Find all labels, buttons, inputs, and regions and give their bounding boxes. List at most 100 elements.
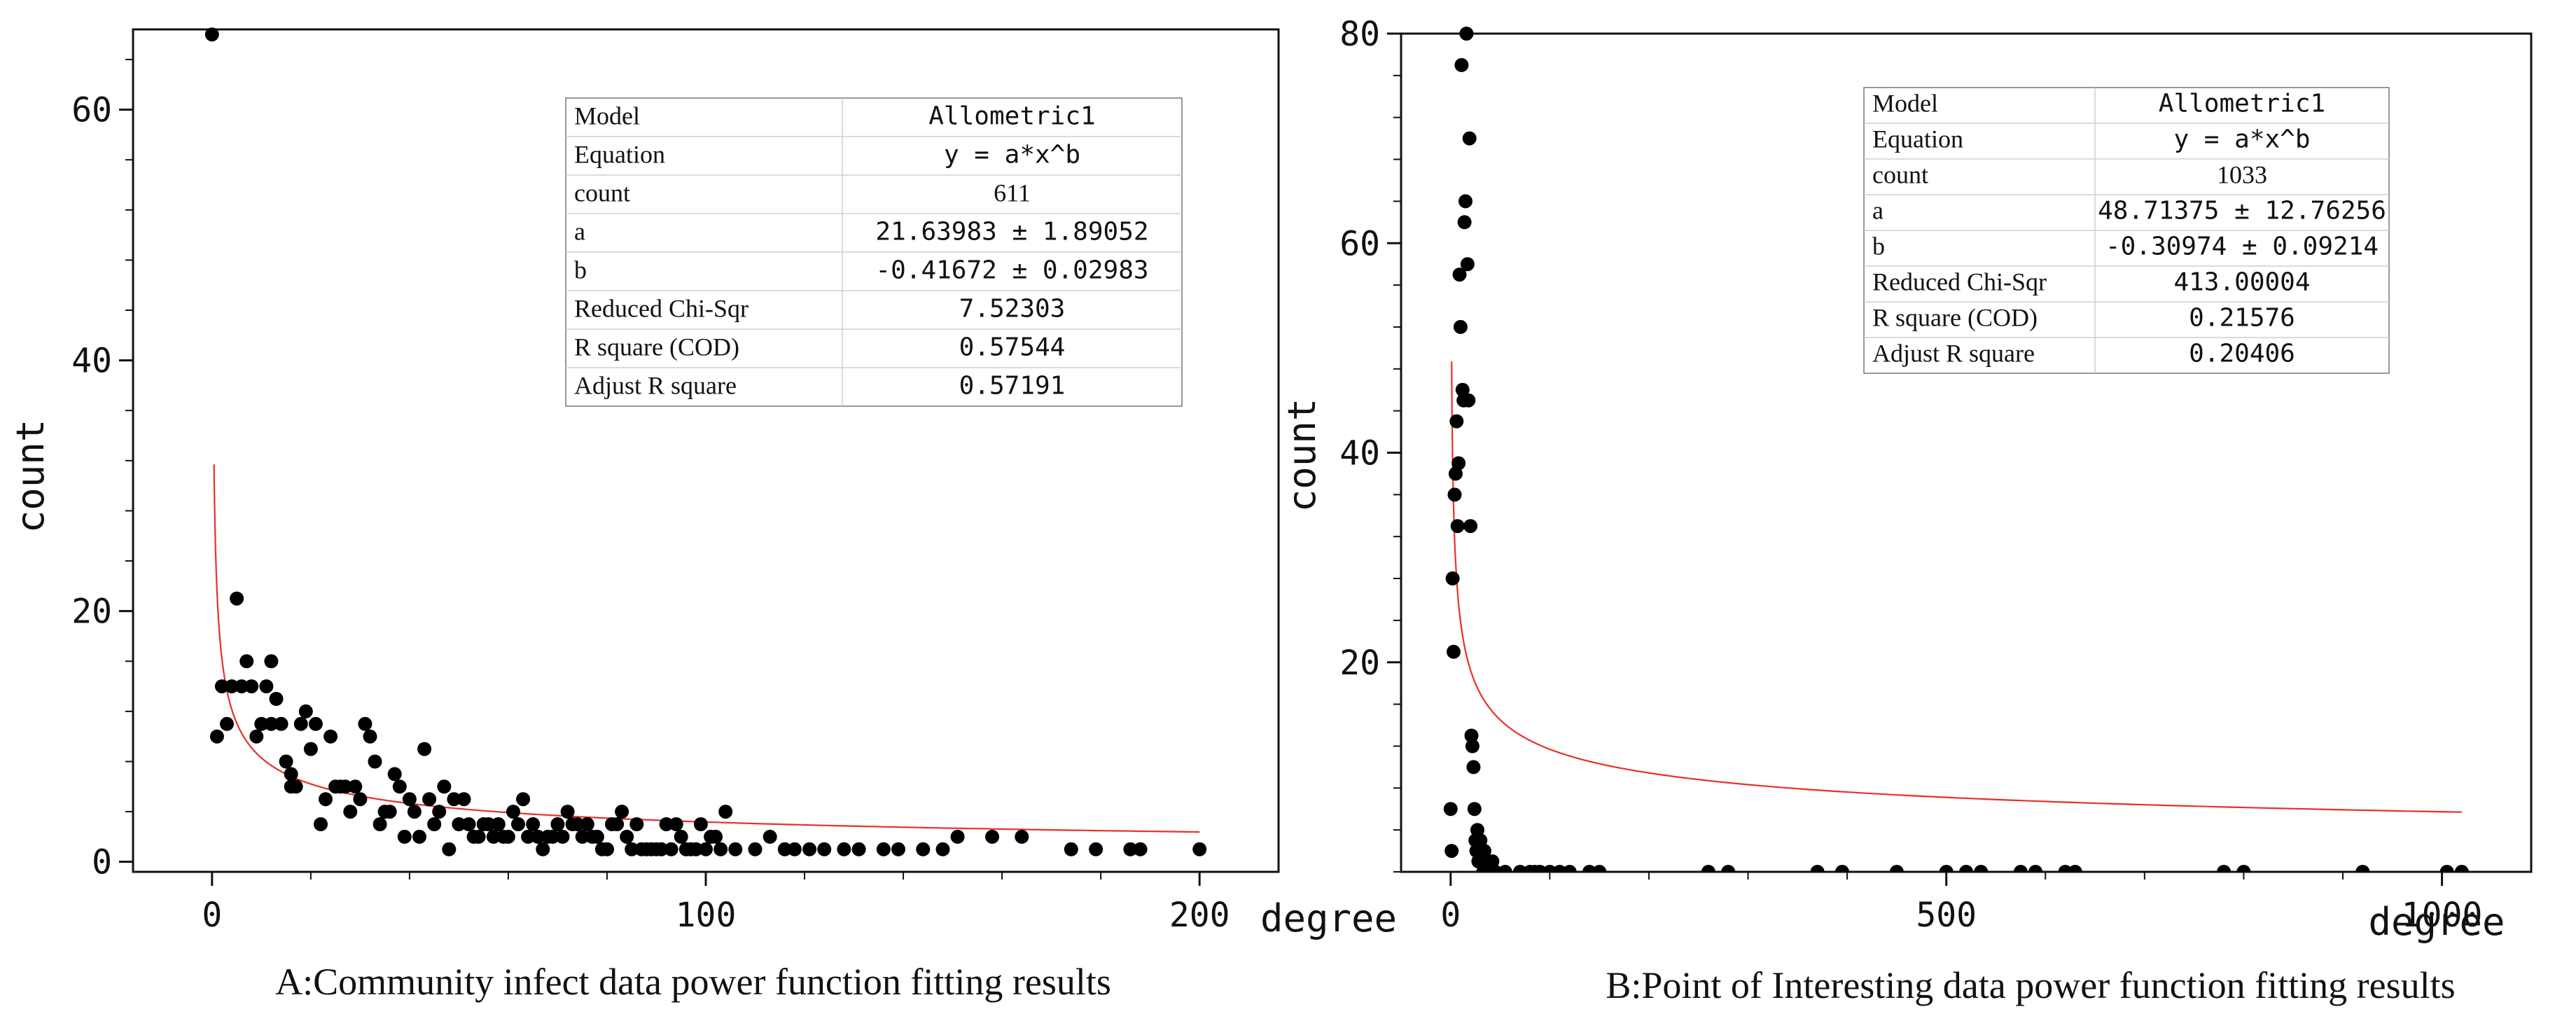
table-value: 611 <box>994 179 1031 207</box>
table-value: 0.57544 <box>959 333 1066 361</box>
data-point <box>674 829 688 844</box>
data-point <box>709 829 723 844</box>
data-point <box>1592 865 1607 872</box>
data-point <box>437 779 452 794</box>
table-value: y = a*x^b <box>944 140 1080 169</box>
data-point <box>2028 865 2043 872</box>
data-point <box>269 692 284 706</box>
table-value: Allometric1 <box>928 102 1095 130</box>
data-point <box>303 742 318 756</box>
data-point <box>412 829 426 844</box>
y-tick-label: 40 <box>1339 434 1380 473</box>
table-value: Allometric1 <box>2159 90 2325 118</box>
x-tick-label: 500 <box>1916 896 1977 935</box>
data-point <box>1123 842 1138 856</box>
data-point <box>1562 865 1577 872</box>
data-point <box>491 817 506 831</box>
data-point <box>402 792 417 807</box>
data-point <box>471 829 486 844</box>
data-point <box>1889 865 1904 872</box>
table-label: Equation <box>574 140 665 168</box>
data-point <box>713 842 728 856</box>
data-point <box>1455 382 1470 397</box>
data-point <box>1015 829 1029 844</box>
y-axis-title: count <box>8 419 53 534</box>
data-point <box>777 842 792 856</box>
data-point <box>1462 131 1477 146</box>
data-point <box>230 591 244 606</box>
x-axis-title: degree <box>2368 900 2505 944</box>
fit-curve <box>213 464 1200 833</box>
data-point <box>550 817 565 831</box>
data-point <box>531 829 545 844</box>
data-point <box>373 817 387 831</box>
data-point <box>891 842 905 856</box>
data-point <box>511 817 525 831</box>
table-label: Adjust R square <box>1872 340 2035 368</box>
data-point <box>392 779 407 794</box>
data-point <box>620 829 634 844</box>
data-point <box>457 792 471 807</box>
data-point <box>254 716 269 731</box>
y-tick-label: 60 <box>71 91 112 130</box>
data-point <box>1498 865 1512 872</box>
table-label: a <box>1872 197 1884 225</box>
table-value: 48.71375 ± 12.76256 <box>2098 197 2386 225</box>
data-point <box>580 817 594 831</box>
x-axis-title: degree <box>1260 896 1397 940</box>
data-point <box>323 729 338 744</box>
data-point <box>2355 865 2370 872</box>
data-point <box>486 829 501 844</box>
panel-b: 0 500 1000 20 40 60 80 degree count B:Point of In… <box>1280 15 2533 1006</box>
table-label: a <box>574 217 585 245</box>
data-point <box>2013 865 2028 872</box>
data-point <box>1460 257 1475 272</box>
data-point <box>669 817 683 831</box>
data-point <box>343 805 358 819</box>
data-point <box>353 792 368 807</box>
y-tick-label: 80 <box>1339 15 1380 54</box>
data-point <box>1459 27 1474 41</box>
data-point <box>501 829 515 844</box>
data-point <box>239 654 254 669</box>
data-point <box>417 742 432 756</box>
data-point <box>204 27 219 42</box>
y-tick-label: 20 <box>1339 644 1380 683</box>
data-point <box>536 842 550 856</box>
panel-caption: B:Point of Interesting data power functi… <box>1606 964 2455 1006</box>
data-point <box>338 779 353 794</box>
x-tick-label: 0 <box>1440 896 1461 935</box>
table-label: b <box>1872 232 1885 261</box>
x-tick-label: 1000 <box>2402 896 2483 935</box>
data-point <box>2439 865 2454 872</box>
data-point <box>1064 842 1078 856</box>
data-point <box>1450 519 1465 534</box>
data-point <box>264 654 279 669</box>
data-point <box>600 842 614 856</box>
data-point <box>447 792 461 807</box>
data-points <box>204 27 1207 856</box>
data-point <box>264 716 279 731</box>
data-points <box>1443 27 2469 872</box>
data-point <box>1452 268 1467 282</box>
data-point <box>382 805 397 819</box>
data-point <box>1454 57 1469 72</box>
table-label: R square (COD) <box>574 333 739 361</box>
data-point <box>288 779 303 794</box>
data-point <box>1447 487 1462 502</box>
y-tick-label: 20 <box>71 592 112 632</box>
table-value: 21.63983 ± 1.89052 <box>875 217 1148 246</box>
data-point <box>1133 842 1148 856</box>
data-point <box>407 805 422 819</box>
data-point <box>1451 456 1466 471</box>
data-point <box>802 842 817 856</box>
data-point <box>298 704 313 718</box>
x-tick-label: 100 <box>676 896 737 935</box>
table-value: 413.00004 <box>2173 268 2310 297</box>
data-point <box>1974 865 1989 872</box>
data-point <box>1721 865 1736 872</box>
table-label: b <box>574 256 587 284</box>
data-point <box>629 817 644 831</box>
table-label: Adjust R square <box>574 371 737 399</box>
data-point <box>1461 393 1476 408</box>
